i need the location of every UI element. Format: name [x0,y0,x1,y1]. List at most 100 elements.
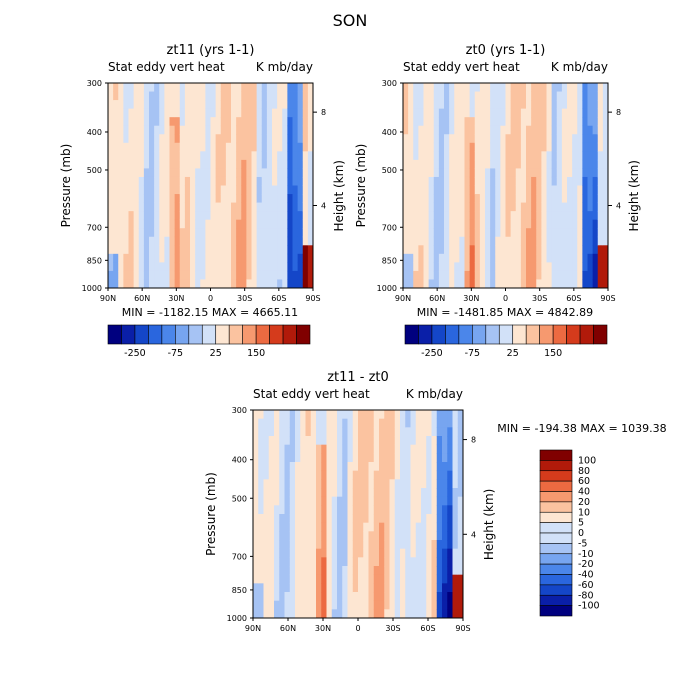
heatmap-cell [474,211,481,221]
heatmap-cell [479,108,486,118]
heatmap-cell [292,202,299,212]
colorbar-label: 150 [544,348,562,359]
heatmap-cell [438,151,445,161]
heatmap-cell [500,202,506,212]
heatmap-cell [123,100,129,110]
heatmap-cell [277,279,283,289]
heatmap-cell [459,262,465,272]
heatmap-cell [358,514,364,524]
heatmap-cell [551,194,558,203]
heatmap-cell [256,151,263,161]
heatmap-cell [510,125,517,135]
heatmap-cell [403,202,409,212]
heatmap-cell [358,522,364,532]
heatmap-cell [287,159,293,169]
heatmap-cell [302,91,309,101]
heatmap-cell [444,219,450,229]
heatmap-cell [520,262,527,272]
heatmap-cell [597,219,604,229]
heatmap-cell [342,488,348,498]
heatmap-cell [246,245,252,255]
heatmap-cell [321,505,327,515]
heatmap-cell [337,462,343,472]
heatmap-cell [582,279,588,289]
heatmap-cell [515,262,522,272]
heatmap-cell [459,134,465,144]
heatmap-cell [282,134,288,144]
heatmap-cell [337,540,343,550]
heatmap-cell [256,202,263,212]
heatmap-cell [347,418,354,428]
heatmap-cell [363,548,369,558]
heatmap-cell [225,117,232,127]
heatmap-cell [300,592,306,602]
heatmap-cell [447,557,453,567]
heatmap-cell [331,609,338,619]
heatmap-cell [159,202,165,212]
heatmap-cell [251,236,258,246]
heatmap-cell [113,100,119,110]
heatmap-cell [546,236,553,246]
heatmap-cell [256,108,263,118]
heatmap-cell [368,479,375,489]
heatmap-cell [261,100,268,110]
heatmap-cell [321,427,327,437]
heatmap-cell [546,83,553,92]
heatmap-cell [602,176,609,186]
heatmap-cell [133,253,140,263]
heatmap-cell [246,211,252,221]
heatmap-cell [300,418,306,428]
heatmap-cell [592,262,599,272]
heatmap-cell [490,185,496,195]
heatmap-cell [479,185,486,195]
heatmap-cell [587,142,594,152]
heatmap-cell [143,168,150,178]
heatmap-cell [305,444,312,454]
x-tick-label: 60S [566,294,581,303]
heatmap-cell [379,574,385,584]
heatmap-cell [400,488,406,498]
heatmap-cell [474,270,481,280]
heatmap-cell [279,592,285,602]
heatmap-cell [413,83,419,92]
heatmap-cell [321,444,327,454]
heatmap-cell [143,83,150,92]
heatmap-cell [297,108,304,118]
heatmap-cell [459,253,465,263]
heatmap-cell [394,444,401,454]
heatmap-cell [174,228,181,238]
heatmap-cell [368,470,375,480]
heatmap-cell [282,83,288,92]
heatmap-cell [531,142,537,152]
heatmap-cell [253,436,259,446]
heatmap-cell [536,117,542,127]
heatmap-cell [268,600,275,610]
heatmap-cell [577,262,583,272]
variable-label: Stat eddy vert heat [403,60,520,74]
heatmap-cell [274,548,280,558]
heatmap-cell [444,262,450,272]
heatmap-cell [546,228,553,238]
heatmap-cell [297,262,304,272]
heatmap-cell [277,245,283,255]
heatmap-cell [321,548,327,558]
heatmap-cell [510,159,517,169]
heatmap-cell [515,279,522,289]
heatmap-cell [490,134,496,144]
heatmap-cell [287,262,293,272]
heatmap-cell [297,270,304,280]
heatmap-cell [138,125,145,135]
heatmap-cell [321,574,327,584]
heatmap-cell [118,100,124,110]
heatmap-cell [457,609,464,619]
heatmap-cell [352,505,359,515]
heatmap-cell [274,410,280,420]
heatmap-cell [266,194,273,203]
heatmap-cell [128,91,135,101]
units-label: K mb/day [406,387,463,401]
heatmap-cell [536,91,542,101]
heatmap-cell [179,202,186,212]
heatmap-cell [485,185,491,195]
heatmap-cell [454,100,460,110]
heatmap-cell [236,194,242,203]
